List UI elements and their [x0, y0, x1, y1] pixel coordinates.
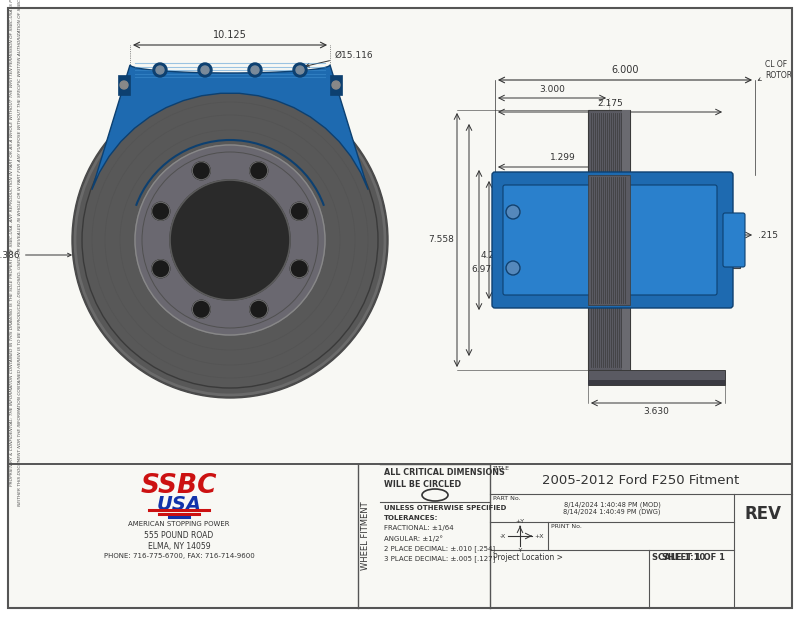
Text: +X: +X: [534, 533, 543, 538]
Text: REV: REV: [745, 505, 782, 523]
Circle shape: [135, 145, 325, 335]
Bar: [725, 213, 740, 268]
Text: AMERICAN STOPPING POWER: AMERICAN STOPPING POWER: [128, 521, 230, 527]
Text: WHEEL FITMENT: WHEEL FITMENT: [362, 502, 370, 570]
Bar: [630, 185, 725, 295]
Text: ELMA, NY 14059: ELMA, NY 14059: [148, 541, 210, 551]
Text: 8/14/2024 1:40:48 PM (MOD)
8/14/2024 1:40:49 PM (DWG): 8/14/2024 1:40:48 PM (MOD) 8/14/2024 1:4…: [563, 501, 661, 515]
Text: 3.000: 3.000: [539, 85, 565, 94]
Text: 6.000: 6.000: [611, 65, 638, 75]
Bar: [630, 185, 725, 212]
Text: 4.278: 4.278: [481, 250, 506, 260]
Text: 3.625: 3.625: [491, 235, 517, 245]
Text: 6.970: 6.970: [471, 266, 497, 274]
Text: PROPRIETARY & CONFIDENTIAL: THE INFORMATION CONTAINED IN THIS DRAWING IS THE SOL: PROPRIETARY & CONFIDENTIAL: THE INFORMAT…: [10, 0, 14, 486]
Text: 2.175: 2.175: [597, 99, 623, 108]
Text: USA: USA: [157, 494, 202, 514]
Text: 2 PLACE DECIMAL: ±.010 [.254]: 2 PLACE DECIMAL: ±.010 [.254]: [384, 545, 495, 552]
Text: SSBC: SSBC: [141, 473, 218, 499]
Bar: [588, 175, 630, 305]
Circle shape: [332, 81, 340, 89]
Text: 2005-2012 Ford F250 Fitment: 2005-2012 Ford F250 Fitment: [542, 473, 740, 486]
Text: FRACTIONAL: ±1/64: FRACTIONAL: ±1/64: [384, 525, 454, 531]
Circle shape: [120, 81, 128, 89]
Bar: [8, 464, 792, 608]
Bar: [622, 110, 630, 370]
Text: SCALE 1:10: SCALE 1:10: [652, 553, 706, 562]
Circle shape: [251, 66, 259, 74]
Text: 7.558: 7.558: [428, 235, 454, 245]
Circle shape: [250, 300, 268, 318]
Circle shape: [152, 260, 170, 277]
Text: PHONE: 716-775-6700, FAX: 716-714-9600: PHONE: 716-775-6700, FAX: 716-714-9600: [104, 553, 254, 559]
Bar: [118, 75, 130, 95]
Bar: [588, 380, 725, 385]
Text: 1.299: 1.299: [550, 153, 575, 162]
Text: ALL CRITICAL DIMENSIONS: ALL CRITICAL DIMENSIONS: [384, 468, 505, 477]
Bar: [8, 8, 792, 463]
Text: Project Location >: Project Location >: [493, 553, 563, 562]
Circle shape: [290, 260, 308, 277]
Circle shape: [72, 82, 388, 398]
Circle shape: [170, 180, 290, 300]
Circle shape: [192, 162, 210, 180]
Bar: [588, 370, 725, 385]
Circle shape: [75, 85, 385, 395]
Circle shape: [506, 205, 520, 219]
Text: +Y: +Y: [515, 519, 525, 524]
Polygon shape: [92, 65, 368, 190]
Text: -X: -X: [500, 533, 506, 538]
Text: 3.630: 3.630: [643, 407, 670, 416]
Circle shape: [153, 63, 167, 77]
Circle shape: [290, 202, 308, 220]
Circle shape: [201, 66, 209, 74]
Text: TOLERANCES:: TOLERANCES:: [384, 515, 438, 521]
Text: CL OF
ROTOR: CL OF ROTOR: [758, 61, 792, 80]
Bar: [330, 75, 342, 95]
Circle shape: [250, 162, 268, 180]
Circle shape: [296, 66, 304, 74]
Text: Ø15.116: Ø15.116: [306, 51, 374, 67]
Circle shape: [152, 202, 170, 220]
Text: 3 PLACE DECIMAL: ±.005 [.127]: 3 PLACE DECIMAL: ±.005 [.127]: [384, 555, 495, 562]
Bar: [588, 110, 630, 370]
Circle shape: [248, 63, 262, 77]
FancyBboxPatch shape: [503, 185, 717, 295]
Text: NEITHER THIS DOCUMENT NOR THE INFORMATION CONTAINED HEREIN IS TO BE REPRODUCED, : NEITHER THIS DOCUMENT NOR THE INFORMATIO…: [18, 0, 22, 506]
Text: 555 POUND ROAD: 555 POUND ROAD: [144, 531, 214, 541]
Text: -Y: -Y: [518, 548, 522, 553]
Text: WILL BE CIRCLED: WILL BE CIRCLED: [384, 480, 461, 489]
Text: .215: .215: [758, 231, 778, 240]
FancyBboxPatch shape: [492, 172, 733, 308]
Circle shape: [156, 66, 164, 74]
Circle shape: [293, 63, 307, 77]
Text: PART No.: PART No.: [493, 496, 521, 501]
Text: 10.125: 10.125: [213, 30, 247, 40]
Text: Ø13.386: Ø13.386: [0, 250, 71, 260]
Circle shape: [198, 63, 212, 77]
Text: ANGULAR: ±1/2°: ANGULAR: ±1/2°: [384, 535, 443, 542]
Circle shape: [506, 261, 520, 275]
Text: PRINT No.: PRINT No.: [551, 524, 582, 529]
FancyBboxPatch shape: [723, 213, 745, 267]
Text: TITLE: TITLE: [493, 466, 510, 471]
Text: UNLESS OTHERWISE SPECIFIED: UNLESS OTHERWISE SPECIFIED: [384, 505, 506, 511]
Text: SHEET 1 OF 1: SHEET 1 OF 1: [662, 553, 726, 562]
Circle shape: [192, 300, 210, 318]
